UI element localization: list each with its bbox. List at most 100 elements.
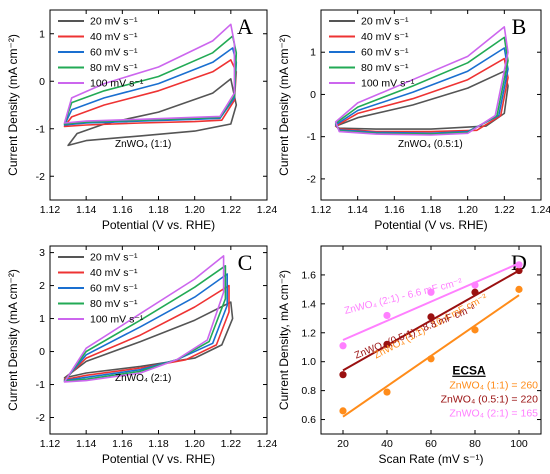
x-tick-label: 1.24 <box>257 438 278 450</box>
data-point <box>339 407 347 415</box>
y-axis-title: Current Density, mA cm⁻²) <box>277 270 291 410</box>
data-point <box>383 340 391 348</box>
ecsa-entry: ZnWO₄ (2:1) = 165 <box>449 408 538 420</box>
y-axis-title: Current Density (mA cm⁻²) <box>6 269 20 411</box>
y-tick-label: 0 <box>39 76 45 88</box>
y-tick-label: 0.6 <box>301 414 316 426</box>
panel-d: 20 40 60 80 100 0.6 0.8 1.0 1.2 1.4 1.6 Scan Rate (… <box>277 245 542 466</box>
sample-annotation: ZnWO₄ (0.5:1) <box>398 139 463 150</box>
y-tick-label: 1 <box>39 28 45 40</box>
legend-label: 100 mV s⁻¹ <box>90 78 144 90</box>
x-tick-label: 100 <box>510 438 528 450</box>
panel-letter: A <box>237 14 253 39</box>
legend-label: 60 mV s⁻¹ <box>361 47 409 59</box>
data-point <box>515 266 523 275</box>
legend-label: 100 mV s⁻¹ <box>90 314 144 326</box>
x-tick-label: 1.16 <box>112 204 133 216</box>
y-tick-label: 0.8 <box>301 385 316 397</box>
cv-curve-20-mv <box>67 78 238 147</box>
plot-frame <box>320 245 542 435</box>
cv-curve-100-mv <box>63 255 225 383</box>
y-tick-label: 0 <box>310 89 316 101</box>
y-tick-label: 1.2 <box>301 327 316 339</box>
x-tick-label: 1.12 <box>40 438 61 450</box>
x-tick-label: 1.22 <box>494 204 515 216</box>
y-tick-label: -1 <box>36 379 45 391</box>
ecsa-entry: ZnWO₄ (0.5:1) = 220 <box>441 394 539 406</box>
x-tick-label: 1.22 <box>221 204 242 216</box>
legend-label: 40 mV s⁻¹ <box>361 31 409 43</box>
y-tick-label: 3 <box>39 247 45 259</box>
legend-label: 100 mV s⁻¹ <box>361 78 415 90</box>
y-tick-label: 1 <box>39 313 45 325</box>
legend-label: 80 mV s⁻¹ <box>90 298 138 310</box>
cv-curve-100-mv <box>334 26 509 136</box>
x-tick-label: 1.12 <box>40 204 61 216</box>
cv-curve-100-mv <box>63 23 236 124</box>
x-tick-label: 20 <box>337 438 349 450</box>
data-point <box>515 285 523 293</box>
x-tick-label: 1.14 <box>347 204 368 216</box>
y-tick-label: -2 <box>307 173 316 185</box>
fit-line <box>342 269 520 372</box>
legend-label: 40 mV s⁻¹ <box>90 267 138 279</box>
y-tick-label: -2 <box>36 412 45 424</box>
legend-label: 60 mV s⁻¹ <box>90 283 138 295</box>
data-point <box>383 388 391 396</box>
x-tick-label: 1.16 <box>112 438 133 450</box>
cv-curve-20-mv <box>63 301 234 379</box>
plot-frame <box>320 9 542 201</box>
x-tick-label: 80 <box>469 438 481 450</box>
x-tick-label: 1.20 <box>457 204 478 216</box>
data-point <box>471 281 479 289</box>
x-axis-title: Potential (V vs. RHE) <box>102 452 215 466</box>
cv-curve-60-mv <box>63 273 228 382</box>
panel-letter: C <box>238 250 253 275</box>
fit-label: ZnWO₄ (2:1) - 6.6 mF cm⁻² <box>343 277 464 317</box>
cv-curve-40-mv <box>63 284 230 381</box>
x-tick-label: 1.12 <box>311 204 332 216</box>
x-tick-label: 1.20 <box>184 438 205 450</box>
sample-annotation: ZnWO₄ (2:1) <box>115 373 171 384</box>
panel-b: 1.12 1.14 1.16 1.18 1.20 1.22 1.24 -2 -1 0 1 Potent… <box>277 9 550 232</box>
x-axis-title: Potential (V vs. RHE) <box>102 218 215 232</box>
data-point <box>339 342 347 350</box>
x-tick-label: 1.14 <box>76 438 97 450</box>
x-tick-label: 1.22 <box>221 438 242 450</box>
data-point <box>383 311 391 320</box>
y-tick-label: -1 <box>36 123 45 135</box>
ecsa-entry: ZnWO₄ (1:1) = 260 <box>449 380 538 392</box>
y-axis-title: Current Density (mA cm⁻²) <box>6 34 20 176</box>
data-point <box>471 288 479 296</box>
data-point <box>515 261 523 269</box>
fit-label: ZnWO₄ (0.5:1) - 8.8 mF cm⁻² <box>353 303 478 362</box>
y-tick-label: 1.6 <box>301 269 316 281</box>
y-tick-label: 1.4 <box>301 298 316 310</box>
x-tick-label: 1.18 <box>148 438 169 450</box>
legend-label: 40 mV s⁻¹ <box>90 31 138 43</box>
panel-c: 1.12 1.14 1.16 1.18 1.20 1.22 1.24 -2 -1 0 1 2 3 Pote… <box>6 245 278 466</box>
data-point <box>471 326 479 334</box>
x-tick-label: 1.18 <box>148 204 169 216</box>
legend-label: 60 mV s⁻¹ <box>90 47 138 59</box>
cv-curve-80-mv <box>63 265 227 382</box>
y-axis-title: Current Density (mA cm⁻²) <box>277 34 291 176</box>
x-tick-label: 1.14 <box>76 204 97 216</box>
y-tick-label: 1 <box>310 47 316 59</box>
plot-frame <box>49 245 268 435</box>
x-tick-label: 1.18 <box>421 204 442 216</box>
x-tick-label: 1.24 <box>257 204 278 216</box>
x-tick-label: 40 <box>381 438 393 450</box>
sample-annotation: ZnWO₄ (1:1) <box>115 139 171 150</box>
cv-curve-60-mv <box>334 47 509 135</box>
legend-label: 20 mV s⁻¹ <box>361 16 409 28</box>
data-point <box>427 288 435 296</box>
data-point <box>427 355 435 363</box>
panel-a: 1.12 1.14 1.16 1.18 1.20 1.22 1.24 -2 -1 0 1 Potent… <box>6 9 278 232</box>
y-tick-label: 1.0 <box>301 356 316 368</box>
legend-label: 20 mV s⁻¹ <box>90 252 138 264</box>
panel-letter: B <box>512 14 527 39</box>
data-point <box>339 371 347 379</box>
legend-label: 80 mV s⁻¹ <box>361 62 409 74</box>
data-point <box>427 313 435 321</box>
